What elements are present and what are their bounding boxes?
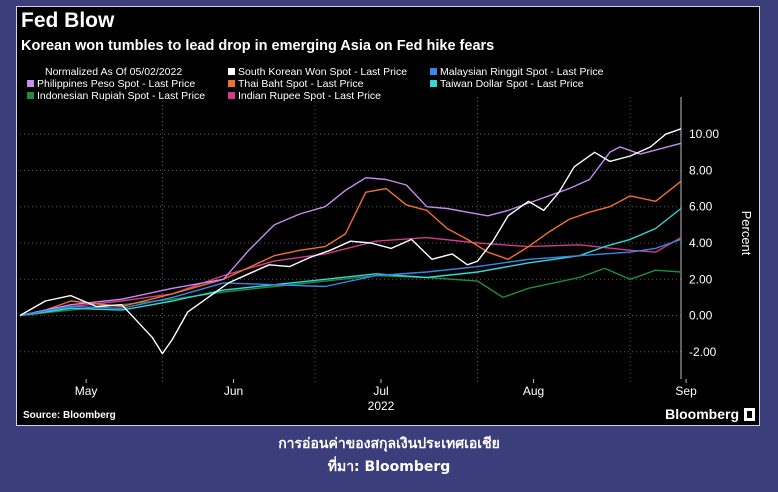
legend-item: Philippines Peso Spot - Last Price: [27, 78, 195, 90]
source-note: Source: Bloomberg: [23, 410, 116, 421]
legend-item: Thai Baht Spot - Last Price: [228, 78, 363, 90]
legend-label: Thai Baht Spot - Last Price: [238, 78, 364, 90]
legend-label: Malaysian Ringgit Spot - Last Price: [440, 66, 604, 78]
series-line: [19, 267, 682, 317]
series-line: [19, 142, 682, 317]
caption-line-2: ที่มา: Bloomberg: [327, 459, 451, 475]
legend-label: South Korean Won Spot - Last Price: [238, 66, 408, 78]
y-tick-label: 6.00: [689, 200, 713, 214]
legend-item: South Korean Won Spot - Last Price: [228, 66, 407, 78]
bloomberg-wordmark: Bloomberg: [665, 406, 739, 422]
series-line: [19, 128, 682, 355]
legend-swatch: [228, 80, 235, 87]
series-line: [19, 238, 682, 317]
x-year-label: 2022: [368, 399, 395, 413]
y-tick-label: 8.00: [689, 163, 713, 177]
bloomberg-logo-icon: [744, 408, 755, 421]
legend-swatch: [228, 68, 235, 75]
chart-title: Fed Blow: [21, 9, 115, 32]
line-chart-plot: -2.00 0.00 2.00 4.00 6.00 8.00 10.00 May Jun Jul A…: [19, 97, 754, 413]
legend-item: Indian Rupee Spot - Last Price: [228, 90, 381, 102]
legend-swatch: [430, 80, 437, 87]
y-tick-label: 10.00: [689, 127, 719, 141]
legend-label: Indian Rupee Spot - Last Price: [238, 90, 382, 102]
x-tick-label: Jul: [373, 384, 388, 398]
series-line: [19, 207, 682, 317]
y-tick-label: 0.00: [689, 309, 713, 323]
legend-label: Taiwan Dollar Spot - Last Price: [440, 78, 584, 90]
legend-label: Philippines Peso Spot - Last Price: [37, 78, 196, 90]
caption-line-1: การอ่อนค่าของสกุลเงินประเทศเอเชีย: [278, 436, 500, 452]
legend-label: Indonesian Rupiah Spot - Last Price: [37, 90, 206, 102]
chart-subtitle: Korean won tumbles to lead drop in emerg…: [21, 38, 495, 54]
legend-swatch: [27, 92, 34, 99]
series-line: [19, 236, 682, 317]
legend-swatch: [228, 92, 235, 99]
legend-swatch: [430, 68, 437, 75]
series-line: [19, 180, 682, 317]
legend-item: Indonesian Rupiah Spot - Last Price: [27, 90, 205, 102]
legend-note: Normalized As Of 05/02/2022: [45, 66, 183, 78]
x-tick-label: Aug: [523, 384, 544, 398]
legend-swatch: [27, 80, 34, 87]
y-axis-title: Percent: [739, 211, 754, 256]
legend-item: Taiwan Dollar Spot - Last Price: [430, 78, 584, 90]
x-tick-label: Jun: [224, 384, 243, 398]
y-tick-label: 2.00: [689, 272, 713, 286]
y-tick-label: 4.00: [689, 236, 713, 250]
x-tick-label: Sep: [675, 384, 697, 398]
y-tick-label: -2.00: [689, 345, 717, 359]
chart-panel: Fed Blow Korean won tumbles to lead drop…: [16, 6, 760, 426]
x-tick-label: May: [75, 384, 98, 398]
legend-item: Malaysian Ringgit Spot - Last Price: [430, 66, 603, 78]
